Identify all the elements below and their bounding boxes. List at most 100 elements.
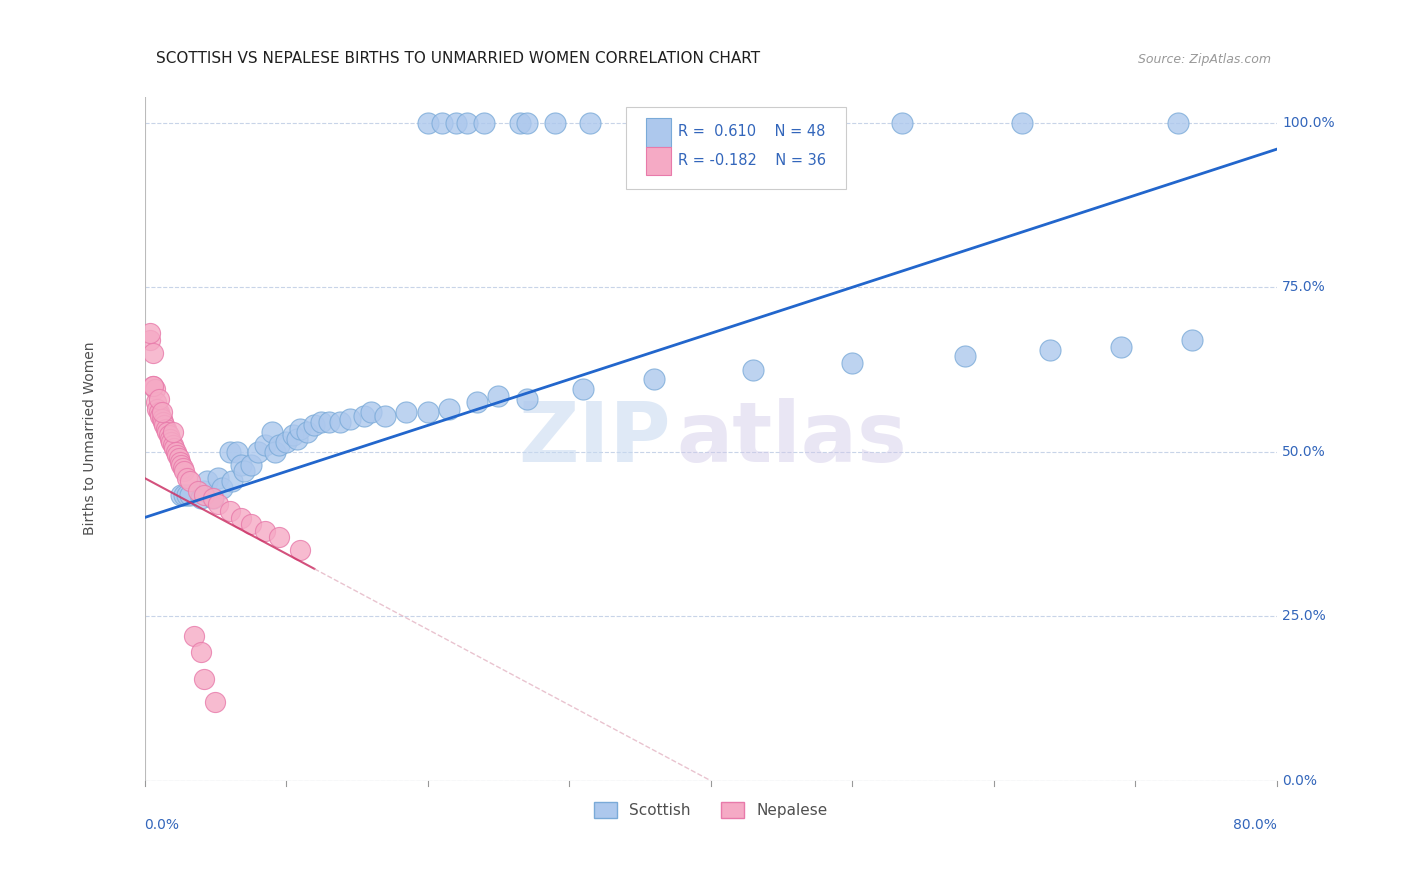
Point: [311, 415, 333, 429]
Point: [142, 379, 165, 393]
Point: [201, 491, 224, 505]
Text: SCOTTISH VS NEPALESE BIRTHS TO UNMARRIED WOMEN CORRELATION CHART: SCOTTISH VS NEPALESE BIRTHS TO UNMARRIED…: [156, 51, 761, 66]
Point: [742, 362, 765, 376]
Point: [229, 510, 252, 524]
Point: [465, 395, 488, 409]
Point: [253, 438, 276, 452]
Point: [163, 442, 186, 456]
Point: [176, 487, 198, 501]
Point: [267, 530, 290, 544]
Text: 50.0%: 50.0%: [1282, 445, 1326, 458]
Point: [1011, 116, 1033, 130]
Point: [890, 116, 912, 130]
Point: [290, 543, 312, 558]
Point: [190, 645, 212, 659]
Text: 25.0%: 25.0%: [1282, 609, 1326, 624]
Point: [193, 484, 215, 499]
Point: [148, 405, 170, 419]
Point: [225, 444, 247, 458]
Point: [195, 475, 218, 489]
Text: 80.0%: 80.0%: [1233, 818, 1277, 832]
Point: [218, 504, 240, 518]
Point: [139, 326, 162, 341]
Point: [170, 487, 193, 501]
Point: [472, 116, 495, 130]
Point: [149, 409, 172, 423]
Point: [955, 350, 977, 364]
Text: 0.0%: 0.0%: [1282, 773, 1317, 788]
Point: [142, 346, 165, 360]
Point: [263, 444, 285, 458]
Point: [239, 458, 262, 472]
Point: [183, 629, 205, 643]
Point: [218, 444, 240, 458]
Text: 100.0%: 100.0%: [1282, 116, 1334, 130]
Point: [232, 465, 254, 479]
Point: [287, 432, 309, 446]
Point: [167, 451, 190, 466]
Text: atlas: atlas: [676, 398, 907, 479]
Point: [172, 461, 194, 475]
Point: [1039, 343, 1062, 357]
Point: [444, 116, 467, 130]
Point: [544, 116, 567, 130]
Point: [156, 425, 179, 439]
Point: [246, 444, 269, 458]
Point: [329, 415, 352, 429]
Point: [162, 425, 184, 439]
Text: ZIP: ZIP: [519, 398, 671, 479]
Point: [253, 524, 276, 538]
Point: [166, 448, 188, 462]
Point: [190, 491, 212, 505]
Point: [318, 415, 340, 429]
Point: [179, 487, 201, 501]
Point: [204, 695, 226, 709]
Point: [516, 392, 538, 406]
Point: [841, 356, 863, 370]
Point: [139, 333, 162, 347]
Point: [283, 428, 305, 442]
Point: [290, 422, 312, 436]
Point: [437, 402, 460, 417]
Point: [148, 392, 170, 406]
Point: [201, 491, 224, 505]
Point: [416, 116, 439, 130]
Point: [146, 402, 169, 417]
Text: R =  0.610    N = 48: R = 0.610 N = 48: [678, 124, 825, 139]
Point: [160, 434, 183, 449]
Point: [152, 415, 174, 429]
Point: [229, 458, 252, 472]
Point: [579, 116, 602, 130]
Point: [176, 471, 198, 485]
Point: [173, 487, 195, 501]
Point: [456, 116, 478, 130]
Text: Births to Unmarried Women: Births to Unmarried Women: [83, 342, 97, 535]
Point: [274, 434, 297, 449]
Point: [374, 409, 396, 423]
Point: [572, 382, 595, 396]
Point: [179, 475, 201, 489]
Point: [430, 116, 453, 130]
Point: [1167, 116, 1189, 130]
Point: [1181, 333, 1204, 347]
Point: [150, 405, 173, 419]
Point: [170, 458, 193, 472]
Point: [193, 487, 215, 501]
Text: R = -0.182    N = 36: R = -0.182 N = 36: [678, 153, 825, 168]
Text: 75.0%: 75.0%: [1282, 280, 1326, 294]
Point: [193, 672, 215, 686]
Point: [267, 438, 290, 452]
Point: [516, 116, 538, 130]
Point: [150, 412, 173, 426]
Point: [143, 382, 166, 396]
Point: [155, 422, 177, 436]
Point: [339, 412, 361, 426]
Point: [211, 481, 233, 495]
Point: [173, 465, 195, 479]
Point: [207, 497, 229, 511]
Point: [509, 116, 531, 130]
Point: [221, 475, 243, 489]
Point: [145, 395, 167, 409]
Point: [157, 428, 180, 442]
Point: [643, 372, 665, 386]
